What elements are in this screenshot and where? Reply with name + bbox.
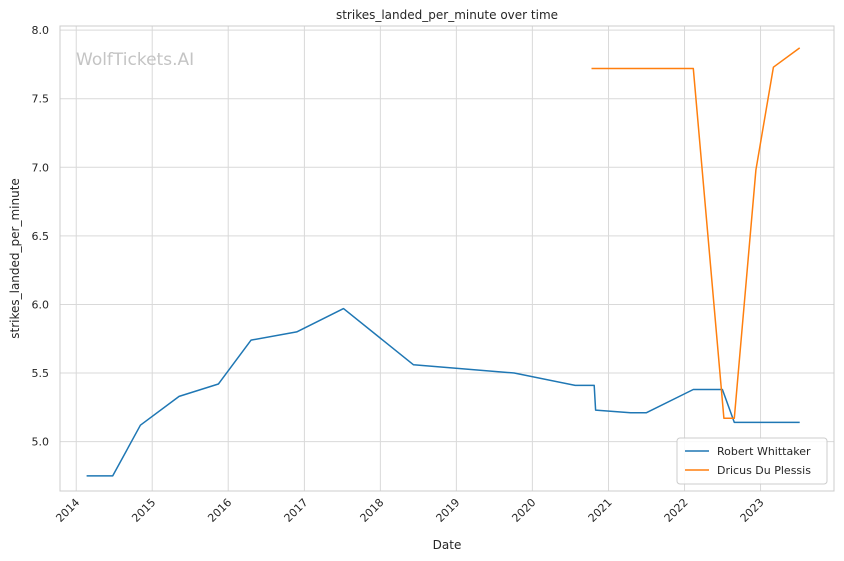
x-tick-label: 2015 <box>129 496 158 525</box>
series-line-0 <box>86 307 800 477</box>
x-tick-label: 2022 <box>662 496 691 525</box>
y-tick-label: 5.0 <box>32 436 50 449</box>
legend-label-0: Robert Whittaker <box>717 445 811 458</box>
plot-area-frame <box>59 25 835 492</box>
gridlines <box>60 26 834 491</box>
x-tick-label: 2023 <box>738 496 767 525</box>
y-tick-label: 6.5 <box>32 230 50 243</box>
series-line-1 <box>591 47 801 420</box>
chart-title: strikes_landed_per_minute over time <box>336 8 558 22</box>
x-tick-label: 2017 <box>282 496 311 525</box>
y-tick-label: 7.0 <box>32 161 50 174</box>
y-tick-label: 7.5 <box>32 93 50 106</box>
x-tick-label: 2020 <box>509 496 538 525</box>
x-tick-label: 2014 <box>53 496 82 525</box>
y-tick-label: 6.0 <box>32 298 50 311</box>
watermark-text: WolfTickets.AI <box>76 50 194 70</box>
x-tick-label: 2018 <box>358 496 387 525</box>
legend: Robert Whittaker Dricus Du Plessis <box>676 437 828 485</box>
y-tick-label: 8.0 <box>32 24 50 37</box>
y-axis-label: strikes_landed_per_minute <box>8 178 22 339</box>
x-axis-ticks: 2014 2015 2016 2017 2018 2019 2020 2021 2022 2023 <box>53 496 766 525</box>
legend-box <box>676 437 828 485</box>
legend-label-1: Dricus Du Plessis <box>717 464 811 477</box>
x-tick-label: 2016 <box>205 496 234 525</box>
x-axis-label: Date <box>433 538 462 552</box>
x-tick-label: 2019 <box>433 496 462 525</box>
y-tick-label: 5.5 <box>32 367 50 380</box>
series-lines <box>86 47 801 477</box>
x-tick-label: 2021 <box>586 496 615 525</box>
y-axis-ticks: 5.0 5.5 6.0 6.5 7.0 7.5 8.0 <box>32 24 50 449</box>
